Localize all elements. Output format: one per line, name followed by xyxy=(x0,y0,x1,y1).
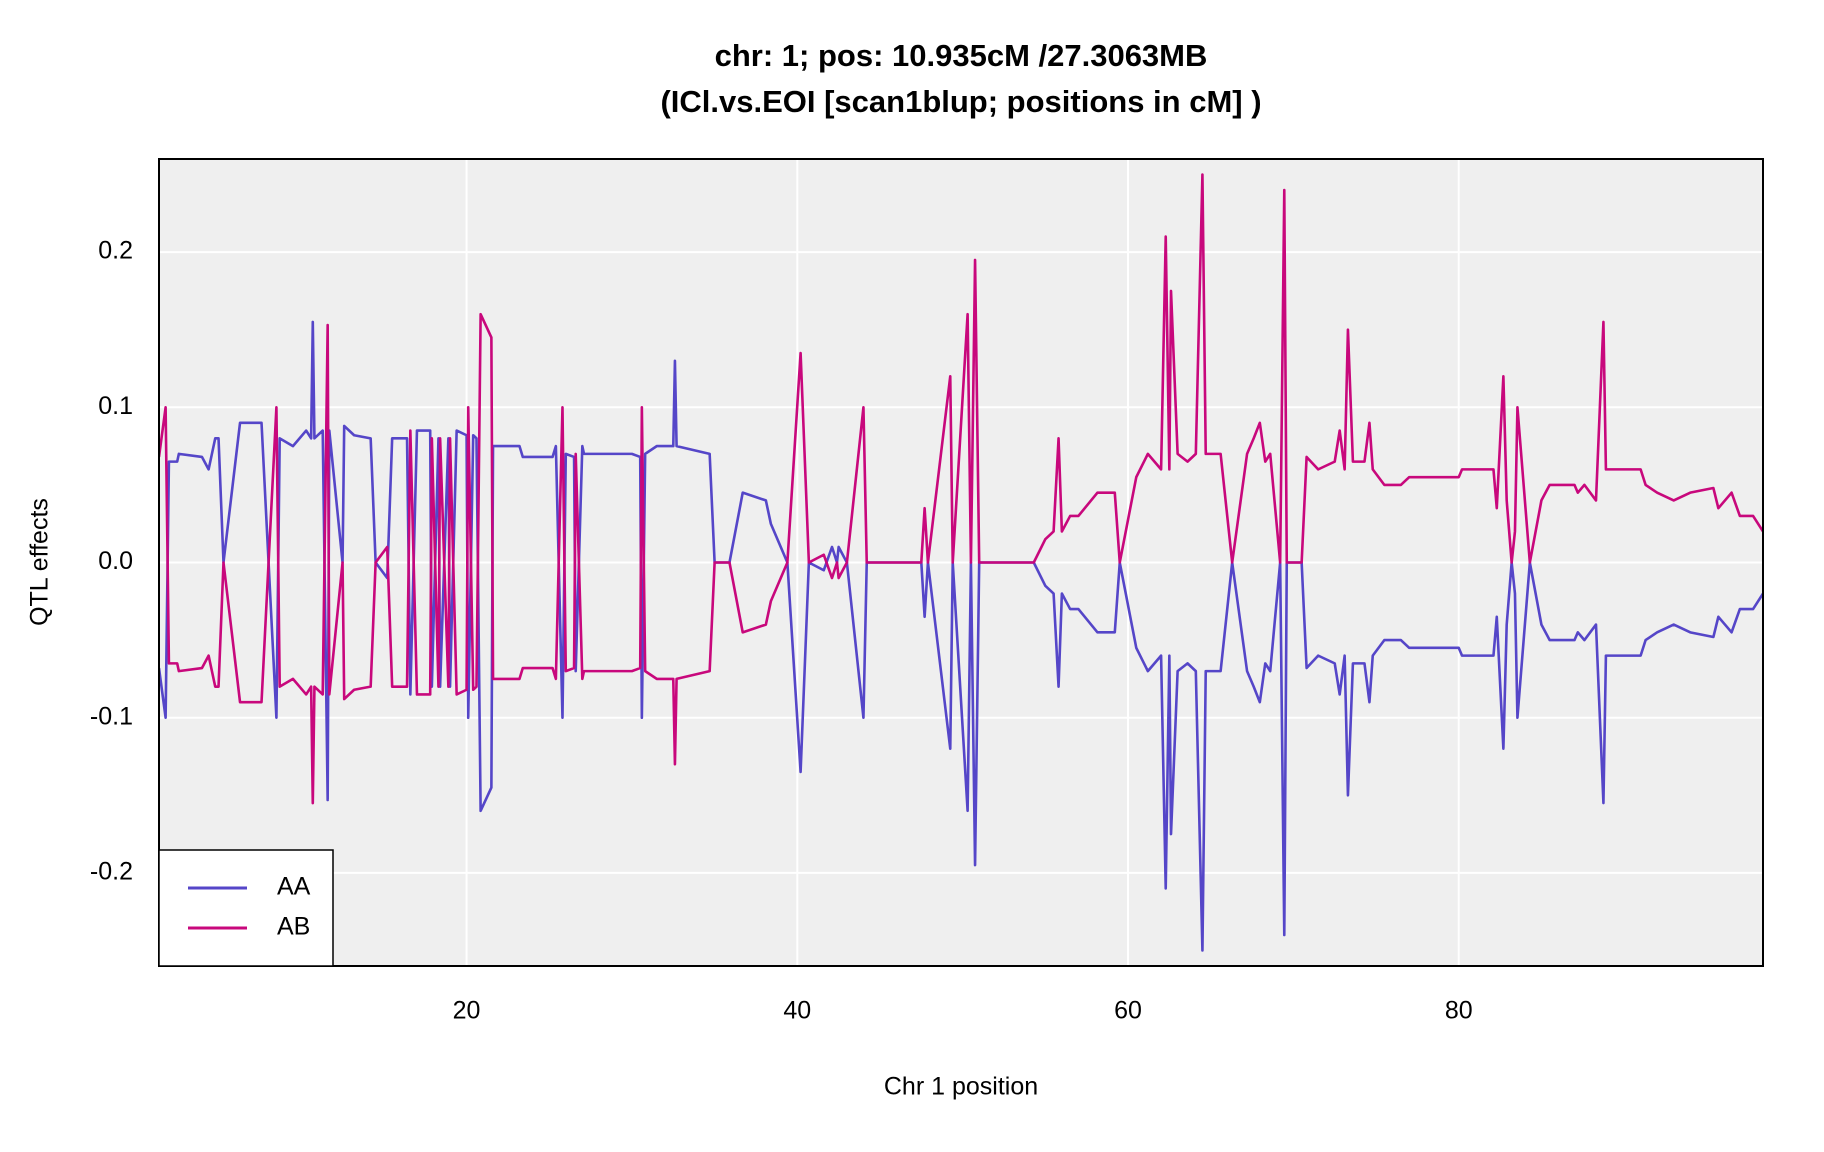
y-tick-label: -0.1 xyxy=(90,702,133,730)
y-tick-label: 0.1 xyxy=(98,392,133,420)
legend-label: AB xyxy=(277,913,310,941)
plot-frame xyxy=(158,158,1764,967)
y-tick-label: 0.0 xyxy=(98,547,133,575)
chart-title: chr: 1; pos: 10.935cM /27.3063MB xyxy=(715,38,1208,73)
y-tick-label: -0.2 xyxy=(90,857,133,885)
legend-box xyxy=(158,849,334,967)
series-line xyxy=(159,173,1763,805)
x-tick-label: 40 xyxy=(783,997,811,1025)
y-tick-label: 0.2 xyxy=(98,237,133,265)
lines xyxy=(159,173,1763,952)
x-tick-label: 60 xyxy=(1114,997,1142,1025)
x-tick-label: 20 xyxy=(453,997,481,1025)
legend-label: AA xyxy=(277,873,311,901)
x-tick-label: 80 xyxy=(1445,997,1473,1025)
y-axis-label: QTL effects xyxy=(26,498,54,626)
ticks: 20 40 60 80 -0.2 -0.1 0.0 0.1 0.2 xyxy=(90,237,1473,1025)
x-axis-label: Chr 1 position xyxy=(884,1073,1038,1101)
legend: AA AB xyxy=(158,849,334,967)
chart-subtitle: (ICl.vs.EOI [scan1blup; positions in cM]… xyxy=(660,84,1261,119)
